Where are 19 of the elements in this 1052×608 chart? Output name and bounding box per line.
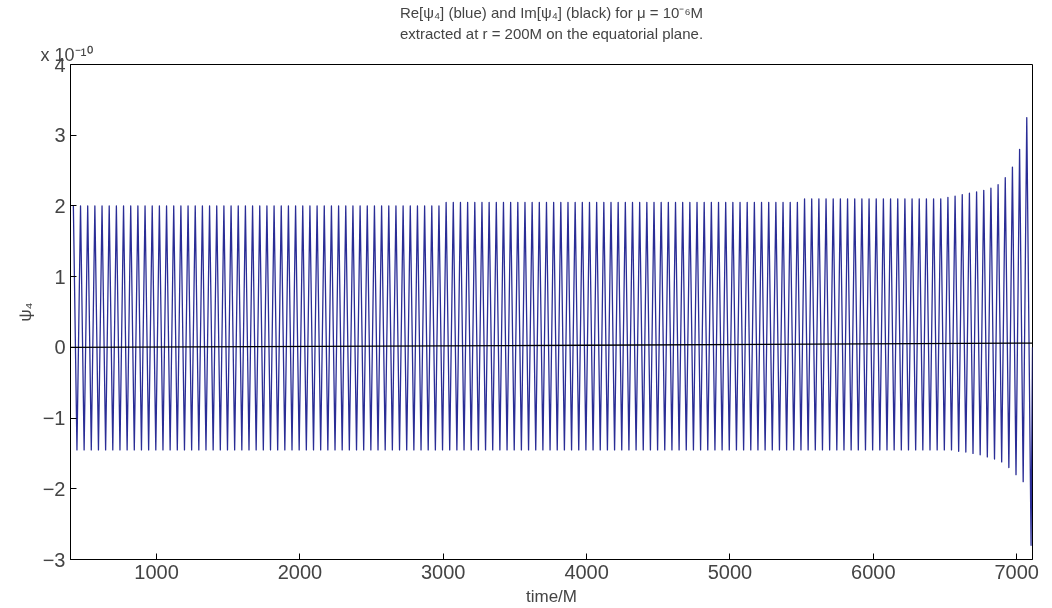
y-tick-label: 2	[54, 194, 66, 217]
x-tick-label: 1000	[134, 560, 179, 583]
x-tick-label: 3000	[421, 560, 466, 583]
x-tick-label: 6000	[851, 560, 896, 583]
y-tick-label: −1	[42, 407, 66, 430]
chart-title: Re[ψ₄] (blue) and Im[ψ₄] (black) for μ = 10⁻⁶M	[399, 3, 704, 21]
y-tick-label: 3	[54, 124, 66, 147]
x-axis-title: time/M	[526, 586, 577, 606]
x-tick-label: 4000	[564, 560, 609, 583]
line-series	[72, 116, 1033, 547]
x-tick-label: 7000	[994, 560, 1039, 583]
y-tick-label: 1	[54, 265, 66, 288]
y-tick-label: −2	[42, 477, 66, 500]
chart-subtitle: extracted at r = 200M on the equatorial plane.	[399, 24, 704, 42]
x-tick-label: 5000	[707, 560, 753, 583]
y-tick-label: 0	[54, 336, 66, 359]
y-axis-title: ψ₄	[15, 302, 35, 322]
x-tick-label: 2000	[277, 560, 323, 583]
y-tick-label: −3	[42, 548, 66, 571]
